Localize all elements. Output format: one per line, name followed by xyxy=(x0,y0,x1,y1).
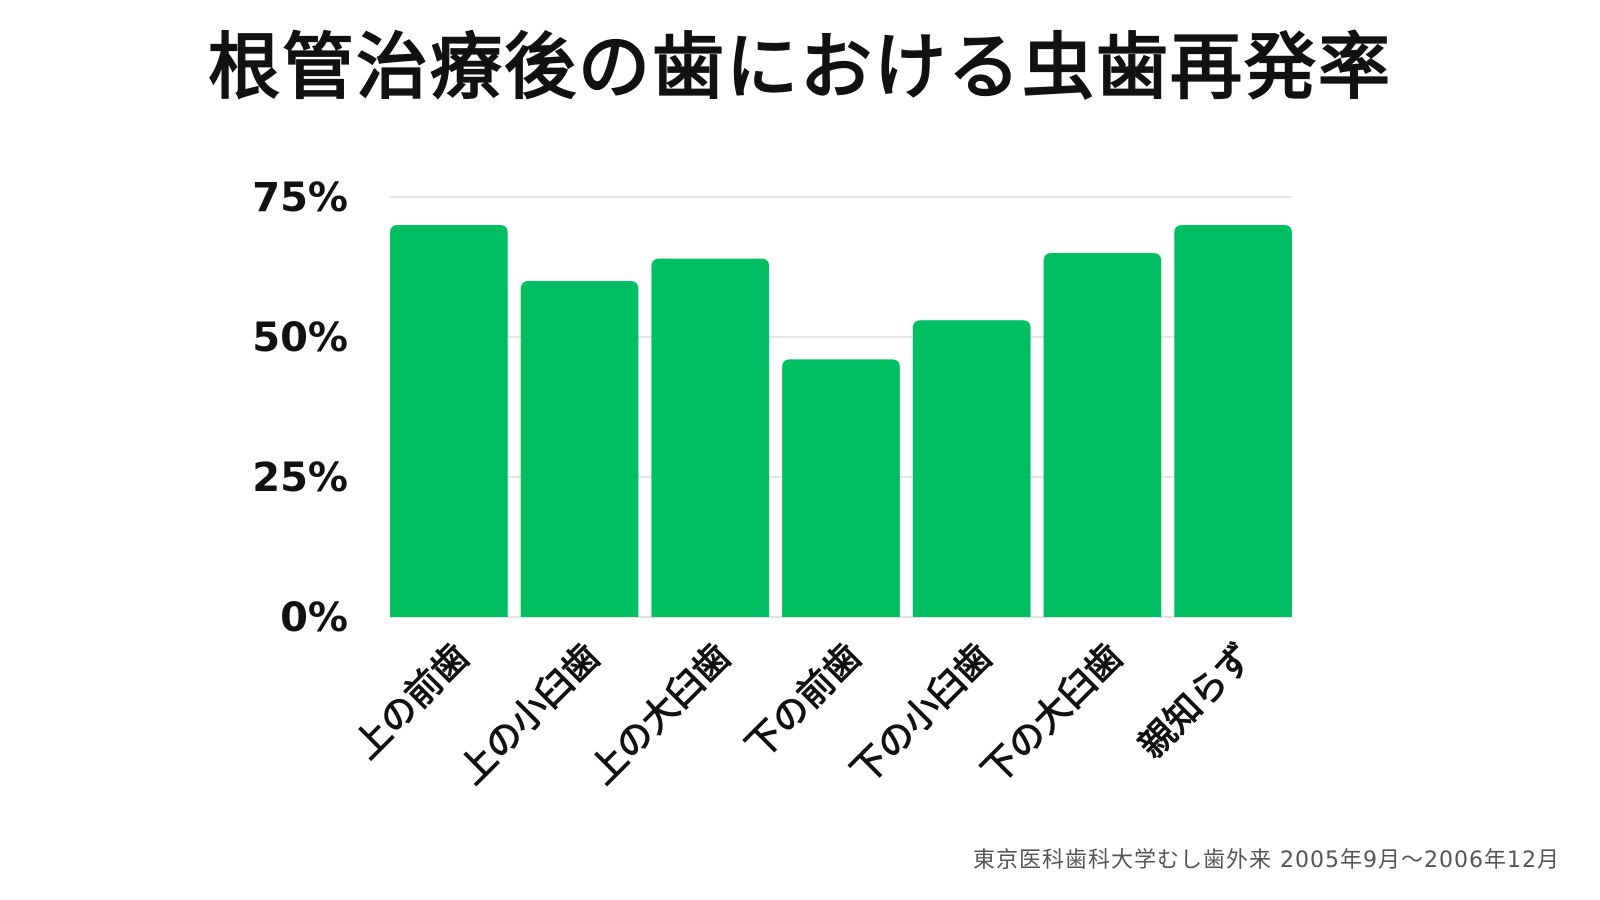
bar xyxy=(520,281,639,617)
bar xyxy=(912,320,1031,617)
x-category-label: 下の小臼歯 xyxy=(844,636,1000,792)
y-tick-label: 75% xyxy=(252,175,348,221)
bar xyxy=(651,258,770,617)
y-axis-ticks: 0% 25% 50% 75% xyxy=(252,175,348,641)
x-category-label: 下の前歯 xyxy=(739,636,870,767)
bar xyxy=(390,225,508,617)
x-category-label: 親知らず xyxy=(1131,636,1261,766)
y-tick-label: 50% xyxy=(252,315,348,361)
bar xyxy=(1043,253,1162,617)
source-note: 東京医科歯科大学むし歯外来 2005年9月〜2006年12月 xyxy=(973,848,1560,873)
bar xyxy=(782,359,900,617)
x-category-label: 上の前歯 xyxy=(346,636,477,767)
bars xyxy=(390,225,1292,617)
chart-title: 根管治療後の歯における虫歯再発率 xyxy=(207,25,1392,109)
x-category-label: 上の大臼歯 xyxy=(582,636,738,792)
x-category-label: 上の小臼歯 xyxy=(452,636,608,792)
x-category-label: 下の大臼歯 xyxy=(975,636,1131,792)
y-tick-label: 25% xyxy=(252,455,348,501)
bar xyxy=(1174,225,1292,617)
y-tick-label: 0% xyxy=(280,595,348,641)
